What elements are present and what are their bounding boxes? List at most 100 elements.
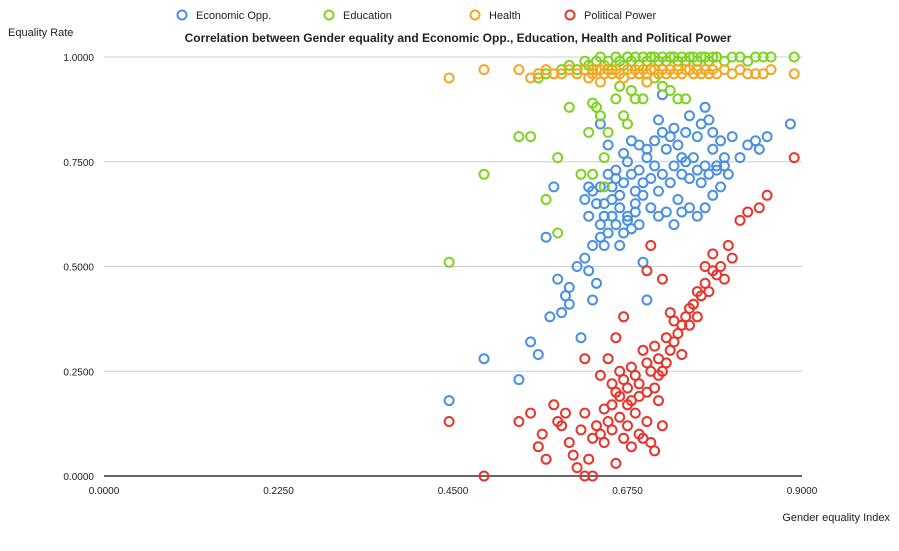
- point-economic-opp: [703, 114, 715, 126]
- point-economic-opp: [575, 332, 587, 344]
- point-political-power: [788, 152, 800, 164]
- point-political-power: [656, 273, 668, 285]
- y-tick-label: 1.0000: [63, 53, 94, 64]
- point-political-power: [684, 302, 695, 314]
- point-political-power: [622, 382, 633, 394]
- point-education: [598, 152, 610, 164]
- point-economic-opp: [734, 152, 746, 164]
- point-political-power: [645, 240, 657, 251]
- point-health: [765, 64, 777, 76]
- point-economic-opp: [680, 126, 692, 138]
- point-political-power: [602, 353, 614, 365]
- point-education: [587, 64, 599, 76]
- point-political-power: [641, 416, 653, 427]
- point-education: [602, 126, 614, 138]
- point-economic-opp: [699, 101, 711, 113]
- point-economic-opp: [563, 298, 575, 310]
- point-education: [552, 227, 564, 239]
- legend-marker-education: [323, 9, 335, 21]
- point-political-power: [513, 416, 525, 427]
- point-economic-opp: [656, 168, 668, 180]
- point-economic-opp: [784, 118, 796, 130]
- point-economic-opp: [707, 126, 719, 138]
- point-political-power: [563, 437, 575, 448]
- x-tick-label: 0.0000: [89, 486, 120, 497]
- point-political-power: [637, 344, 649, 356]
- point-economic-opp: [637, 189, 649, 201]
- point-political-power: [614, 411, 626, 423]
- legend-label-education: Education: [343, 10, 392, 22]
- y-tick-label: 0.0000: [63, 472, 94, 483]
- point-political-power: [610, 332, 622, 344]
- x-tick-label: 0.6750: [612, 486, 643, 497]
- point-economic-opp: [637, 256, 649, 268]
- point-economic-opp: [660, 143, 672, 155]
- point-education: [629, 93, 641, 105]
- point-economic-opp: [598, 240, 610, 251]
- point-economic-opp: [633, 164, 645, 176]
- point-political-power: [536, 428, 548, 440]
- point-education: [765, 51, 777, 63]
- point-political-power: [684, 319, 695, 331]
- point-economic-opp: [653, 114, 664, 126]
- point-economic-opp: [618, 177, 630, 189]
- point-economic-opp: [610, 164, 622, 176]
- point-political-power: [699, 261, 711, 272]
- point-economic-opp: [478, 353, 490, 365]
- point-education: [707, 51, 719, 63]
- point-education: [540, 68, 552, 80]
- point-economic-opp: [684, 173, 695, 184]
- point-economic-opp: [571, 261, 583, 272]
- point-economic-opp: [622, 214, 633, 226]
- point-political-power: [598, 437, 610, 448]
- point-political-power: [718, 273, 730, 285]
- point-economic-opp: [563, 281, 575, 293]
- point-political-power: [579, 470, 591, 482]
- point-political-power: [660, 357, 672, 369]
- point-economic-opp: [707, 143, 719, 155]
- point-economic-opp: [579, 194, 591, 205]
- point-education: [563, 101, 575, 113]
- y-tick-label: 0.7500: [63, 158, 94, 169]
- point-education: [540, 194, 552, 205]
- point-education: [575, 168, 587, 180]
- point-political-power: [649, 445, 661, 457]
- point-economic-opp: [649, 135, 661, 147]
- point-political-power: [641, 357, 653, 369]
- x-tick-label: 0.2250: [263, 486, 294, 497]
- point-economic-opp: [668, 160, 680, 172]
- point-political-power: [633, 378, 645, 390]
- point-political-power: [560, 407, 571, 419]
- point-education: [478, 168, 490, 180]
- point-political-power: [606, 399, 618, 411]
- point-political-power: [653, 395, 664, 407]
- point-economic-opp: [583, 210, 595, 222]
- chart-title: Correlation between Gender equality and …: [185, 31, 732, 45]
- point-political-power: [567, 449, 579, 461]
- point-political-power: [676, 319, 688, 331]
- legend-marker-economic-opp: [176, 9, 188, 21]
- point-economic-opp: [614, 240, 626, 251]
- point-education: [552, 152, 564, 164]
- point-political-power: [625, 441, 637, 453]
- point-political-power: [556, 420, 568, 432]
- point-political-power: [618, 374, 630, 386]
- point-economic-opp: [606, 194, 618, 205]
- point-education: [594, 110, 606, 122]
- point-economic-opp: [594, 181, 606, 193]
- point-education: [750, 51, 761, 63]
- point-political-power: [722, 240, 734, 251]
- point-economic-opp: [761, 131, 773, 143]
- point-health: [641, 76, 653, 88]
- point-political-power: [443, 416, 455, 427]
- point-political-power: [761, 189, 773, 201]
- point-education: [625, 85, 637, 96]
- point-political-power: [614, 390, 626, 402]
- point-political-power: [540, 453, 552, 465]
- x-axis-label: Gender equality Index: [782, 512, 890, 524]
- point-economic-opp: [691, 210, 703, 222]
- point-political-power: [594, 369, 606, 381]
- point-economic-opp: [591, 198, 602, 210]
